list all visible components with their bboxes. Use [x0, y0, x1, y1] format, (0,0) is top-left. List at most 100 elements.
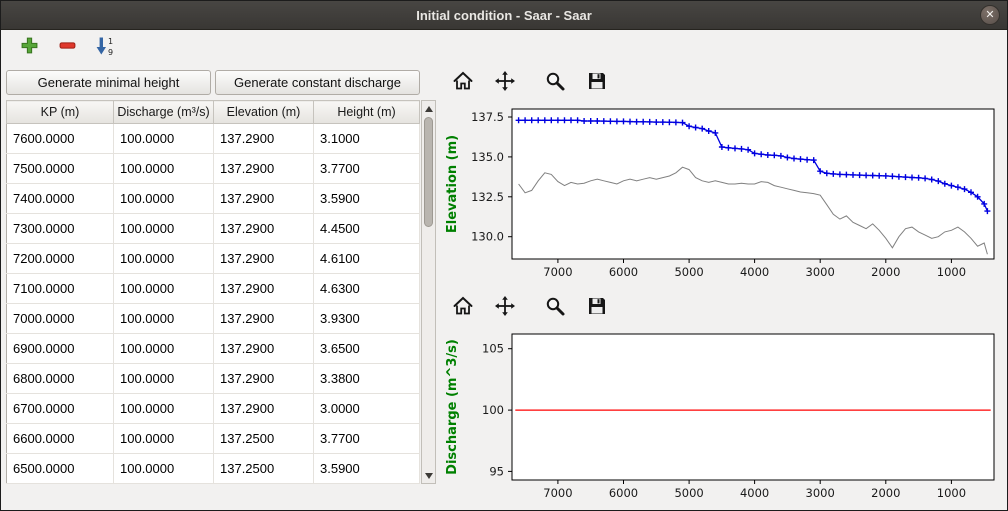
table-cell[interactable]: 4.4500: [313, 213, 420, 244]
generate-buttons-row: Generate minimal height Generate constan…: [6, 70, 420, 95]
table-cell[interactable]: 137.2900: [213, 363, 314, 394]
svg-text:100: 100: [482, 403, 504, 417]
svg-text:Discharge (m^3/s): Discharge (m^3/s): [445, 339, 460, 475]
titlebar[interactable]: Initial condition - Saar - Saar ✕: [1, 1, 1007, 30]
save-button[interactable]: [582, 68, 612, 96]
add-row-button[interactable]: [15, 33, 43, 61]
column-header[interactable]: Height (m): [313, 100, 420, 124]
close-button[interactable]: ✕: [980, 5, 1000, 25]
table-cell[interactable]: 137.2900: [213, 153, 314, 184]
pan-icon: [494, 295, 516, 320]
column-header[interactable]: Elevation (m): [213, 100, 314, 124]
scroll-up-button[interactable]: [422, 102, 435, 115]
home-button[interactable]: [448, 68, 478, 96]
table-row: 6800.0000 100.0000 137.2900 3.3800: [6, 363, 420, 394]
table-row: 6500.0000 100.0000 137.2500 3.5900: [6, 453, 420, 484]
table-cell[interactable]: 137.2900: [213, 183, 314, 214]
scrollbar-thumb[interactable]: [424, 117, 433, 227]
table-cell[interactable]: 137.2500: [213, 423, 314, 454]
table-cell[interactable]: 7100.0000: [6, 273, 114, 304]
remove-row-button[interactable]: [53, 33, 81, 61]
discharge-chart-toolbar: [438, 290, 1005, 324]
table-cell[interactable]: 100.0000: [113, 213, 214, 244]
table-cell[interactable]: 3.3800: [313, 363, 420, 394]
svg-text:130.0: 130.0: [471, 230, 504, 244]
scroll-down-icon: [424, 472, 433, 479]
table-cell[interactable]: 4.6100: [313, 243, 420, 274]
svg-text:4000: 4000: [740, 265, 769, 279]
table-cell[interactable]: 4.6300: [313, 273, 420, 304]
table-cell[interactable]: 100.0000: [113, 453, 214, 484]
table-cell[interactable]: 3.7700: [313, 423, 420, 454]
table-cell[interactable]: 137.2900: [213, 243, 314, 274]
initial-conditions-table: KP (m) Discharge (m³/s) Elevation (m) Heigh…: [6, 100, 436, 484]
table-cell[interactable]: 3.5900: [313, 453, 420, 484]
table-cell[interactable]: 3.1000: [313, 123, 420, 154]
table-cell[interactable]: 137.2900: [213, 123, 314, 154]
pan-button[interactable]: [490, 68, 520, 96]
svg-text:132.5: 132.5: [471, 190, 504, 204]
table-cell[interactable]: 3.9300: [313, 303, 420, 334]
table-cell[interactable]: 3.7700: [313, 153, 420, 184]
generate-constant-discharge-button[interactable]: Generate constant discharge: [215, 70, 420, 95]
table-cell[interactable]: 6600.0000: [6, 423, 114, 454]
add-row-icon: [20, 36, 39, 58]
table-cell[interactable]: 7600.0000: [6, 123, 114, 154]
table-cell[interactable]: 7500.0000: [6, 153, 114, 184]
svg-text:2000: 2000: [871, 265, 900, 279]
column-header[interactable]: KP (m): [6, 100, 114, 124]
table-cell[interactable]: 137.2900: [213, 393, 314, 424]
charts-panel: 7000 6000 5000 4000 3000 2000 1000 130.0 132.5 13…: [438, 65, 1005, 510]
table-row: 7200.0000 100.0000 137.2900 4.6100: [6, 243, 420, 274]
table-cell[interactable]: 100.0000: [113, 333, 214, 364]
table-cell[interactable]: 137.2900: [213, 273, 314, 304]
table-cell[interactable]: 3.5900: [313, 183, 420, 214]
table-cell[interactable]: 6700.0000: [6, 393, 114, 424]
zoom-button[interactable]: [540, 68, 570, 96]
table-cell[interactable]: 137.2900: [213, 333, 314, 364]
table-cell[interactable]: 100.0000: [113, 423, 214, 454]
table-cell[interactable]: 100.0000: [113, 393, 214, 424]
svg-text:105: 105: [482, 342, 504, 356]
zoom-icon: [544, 295, 566, 320]
table-row: 7300.0000 100.0000 137.2900 4.4500: [6, 213, 420, 244]
table-cell[interactable]: 100.0000: [113, 243, 214, 274]
table-cell[interactable]: 3.0000: [313, 393, 420, 424]
remove-row-icon: [58, 36, 77, 58]
svg-text:5000: 5000: [674, 486, 703, 500]
table-cell[interactable]: 100.0000: [113, 303, 214, 334]
sort-rows-button[interactable]: 1 9: [91, 33, 119, 61]
table-cell[interactable]: 7200.0000: [6, 243, 114, 274]
zoom-button[interactable]: [540, 293, 570, 321]
table-cell[interactable]: 100.0000: [113, 363, 214, 394]
svg-text:Elevation (m): Elevation (m): [445, 135, 460, 233]
table-cell[interactable]: 6900.0000: [6, 333, 114, 364]
table-row: 7400.0000 100.0000 137.2900 3.5900: [6, 183, 420, 214]
table-cell[interactable]: 100.0000: [113, 183, 214, 214]
table-cell[interactable]: 137.2500: [213, 453, 314, 484]
table-cell[interactable]: 7300.0000: [6, 213, 114, 244]
table-cell[interactable]: 7000.0000: [6, 303, 114, 334]
table-cell[interactable]: 6500.0000: [6, 453, 114, 484]
elevation-chart-toolbar: [438, 65, 1005, 99]
table-cell[interactable]: 100.0000: [113, 273, 214, 304]
scroll-down-button[interactable]: [422, 469, 435, 482]
sort-digit-top: 1: [108, 37, 113, 46]
table-cell[interactable]: 100.0000: [113, 153, 214, 184]
table-cell[interactable]: 137.2900: [213, 303, 314, 334]
save-icon: [586, 70, 608, 95]
home-button[interactable]: [448, 293, 478, 321]
vertical-scrollbar[interactable]: [421, 100, 436, 484]
table-cell[interactable]: 3.6500: [313, 333, 420, 364]
table-cell[interactable]: 137.2900: [213, 213, 314, 244]
table-cell[interactable]: 100.0000: [113, 123, 214, 154]
pan-button[interactable]: [490, 293, 520, 321]
elevation-chart: 7000 6000 5000 4000 3000 2000 1000 130.0 132.5 13…: [440, 99, 1005, 290]
save-button[interactable]: [582, 293, 612, 321]
table-cell[interactable]: 7400.0000: [6, 183, 114, 214]
generate-minimal-height-button[interactable]: Generate minimal height: [6, 70, 211, 95]
data-table: KP (m) Discharge (m³/s) Elevation (m) Heigh…: [6, 100, 420, 484]
table-cell[interactable]: 6800.0000: [6, 363, 114, 394]
column-header[interactable]: Discharge (m³/s): [113, 100, 214, 124]
svg-text:3000: 3000: [806, 486, 835, 500]
